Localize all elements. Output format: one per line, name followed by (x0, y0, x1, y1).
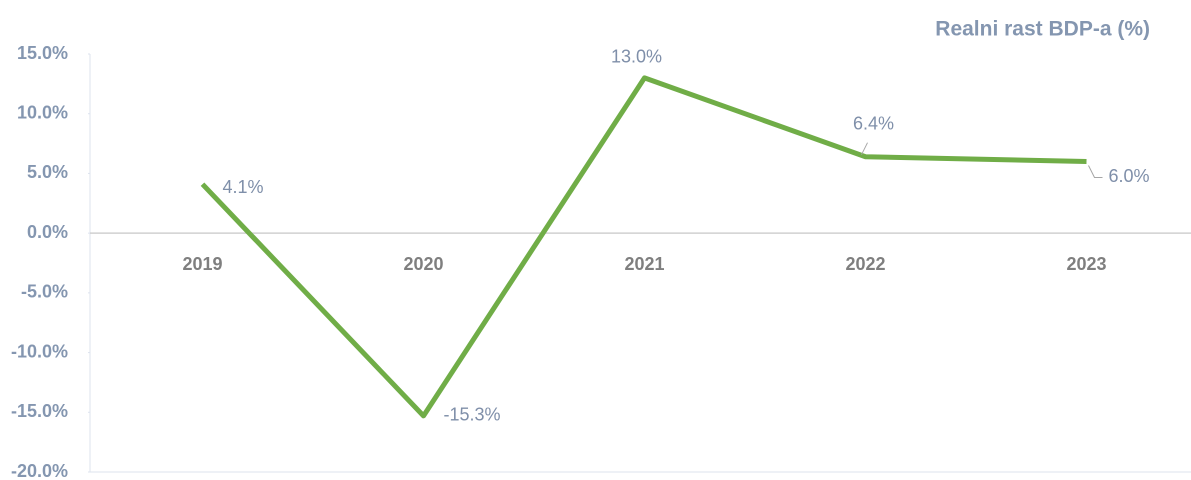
data-label: -15.3% (444, 405, 501, 425)
leader-line (1088, 165, 1103, 178)
data-label: 13.0% (611, 47, 662, 67)
line (200, 75, 1087, 419)
x-tick-label: 2021 (624, 254, 664, 274)
y-tick-label: -15.0% (11, 401, 68, 421)
y-tick-label: 15.0% (17, 43, 68, 63)
y-tick-label: 5.0% (27, 162, 68, 182)
x-tick-label: 2019 (182, 254, 222, 274)
y-tick-label: -5.0% (21, 282, 68, 302)
data-label: 6.0% (1109, 166, 1150, 186)
y-tick-label: -20.0% (11, 461, 68, 480)
leader-line (861, 142, 868, 155)
data-label: 4.1% (223, 177, 264, 197)
y-tick-label: 0.0% (27, 222, 68, 242)
x-tick-label: 2023 (1066, 254, 1106, 274)
y-tick-label: -10.0% (11, 341, 68, 361)
data-label: 6.4% (853, 113, 894, 133)
x-tick-label: 2022 (845, 254, 885, 274)
chart-title: Realni rast BDP-a (%) (935, 18, 1150, 41)
y-tick-label: 10.0% (17, 102, 68, 122)
x-tick-label: 2020 (403, 254, 443, 274)
